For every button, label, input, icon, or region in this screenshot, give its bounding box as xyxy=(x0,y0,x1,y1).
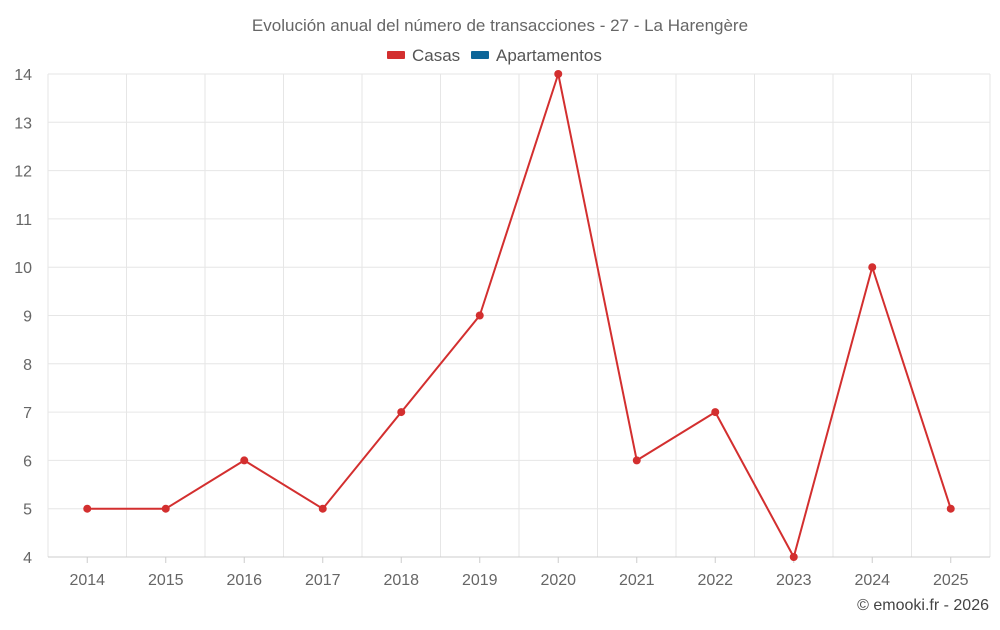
data-point-casas[interactable] xyxy=(318,504,327,513)
data-point-casas[interactable] xyxy=(554,70,563,78)
data-point-casas[interactable] xyxy=(632,456,641,465)
x-tick-label: 2022 xyxy=(697,572,733,589)
y-tick-label: 10 xyxy=(14,260,32,277)
x-tick-label: 2023 xyxy=(776,572,812,589)
chart-title: Evolución anual del número de transaccio… xyxy=(252,16,748,35)
data-point-casas[interactable] xyxy=(475,311,484,320)
y-tick-label: 8 xyxy=(23,357,32,374)
y-tick-label: 11 xyxy=(15,212,32,229)
x-tick-label: 2016 xyxy=(226,572,262,589)
legend: Casas Apartamentos xyxy=(387,46,602,65)
grid xyxy=(47,73,991,558)
x-tick-label: 2019 xyxy=(462,572,498,589)
series xyxy=(87,73,952,558)
y-tick-label: 14 xyxy=(14,67,32,84)
data-point-casas[interactable] xyxy=(946,504,955,513)
y-tick-label: 12 xyxy=(14,164,32,181)
x-tick-label: 2015 xyxy=(148,572,184,589)
y-tick-label: 9 xyxy=(23,309,32,326)
y-tick-label: 4 xyxy=(23,550,32,567)
data-point-casas[interactable] xyxy=(83,504,92,513)
data-point-casas[interactable] xyxy=(397,408,406,417)
data-point-casas[interactable] xyxy=(868,263,877,272)
legend-label-casas: Casas xyxy=(412,46,460,65)
axes: 4 5 6 7 8 9 10 11 12 13 14 2014 2015 2016 2017 2018 2019… xyxy=(14,67,990,589)
y-tick-label: 13 xyxy=(14,115,32,132)
legend-swatch-apartamentos xyxy=(471,51,489,59)
legend-label-apartamentos: Apartamentos xyxy=(496,46,602,65)
data-point-casas[interactable] xyxy=(789,553,798,561)
y-tick-label: 7 xyxy=(23,405,32,422)
x-tick-label: 2024 xyxy=(854,572,890,589)
x-tick-label: 2018 xyxy=(383,572,419,589)
data-point-casas[interactable] xyxy=(711,408,720,417)
x-tick-label: 2014 xyxy=(69,572,105,589)
y-tick-label: 5 xyxy=(23,502,32,519)
x-tick-label: 2025 xyxy=(933,572,969,589)
legend-swatch-casas xyxy=(387,51,405,59)
data-point-casas[interactable] xyxy=(161,504,170,513)
y-tick-label: 6 xyxy=(23,453,32,470)
x-tick-label: 2017 xyxy=(305,572,341,589)
credit-text: © emooki.fr - 2026 xyxy=(857,597,989,614)
data-point-casas[interactable] xyxy=(240,456,249,465)
x-tick-label: 2021 xyxy=(619,572,655,589)
data-points xyxy=(83,70,955,561)
legend-item-apartamentos[interactable]: Apartamentos xyxy=(471,46,602,65)
x-tick-label: 2020 xyxy=(540,572,576,589)
series-line-casas xyxy=(87,73,952,558)
legend-item-casas[interactable]: Casas xyxy=(387,46,460,65)
